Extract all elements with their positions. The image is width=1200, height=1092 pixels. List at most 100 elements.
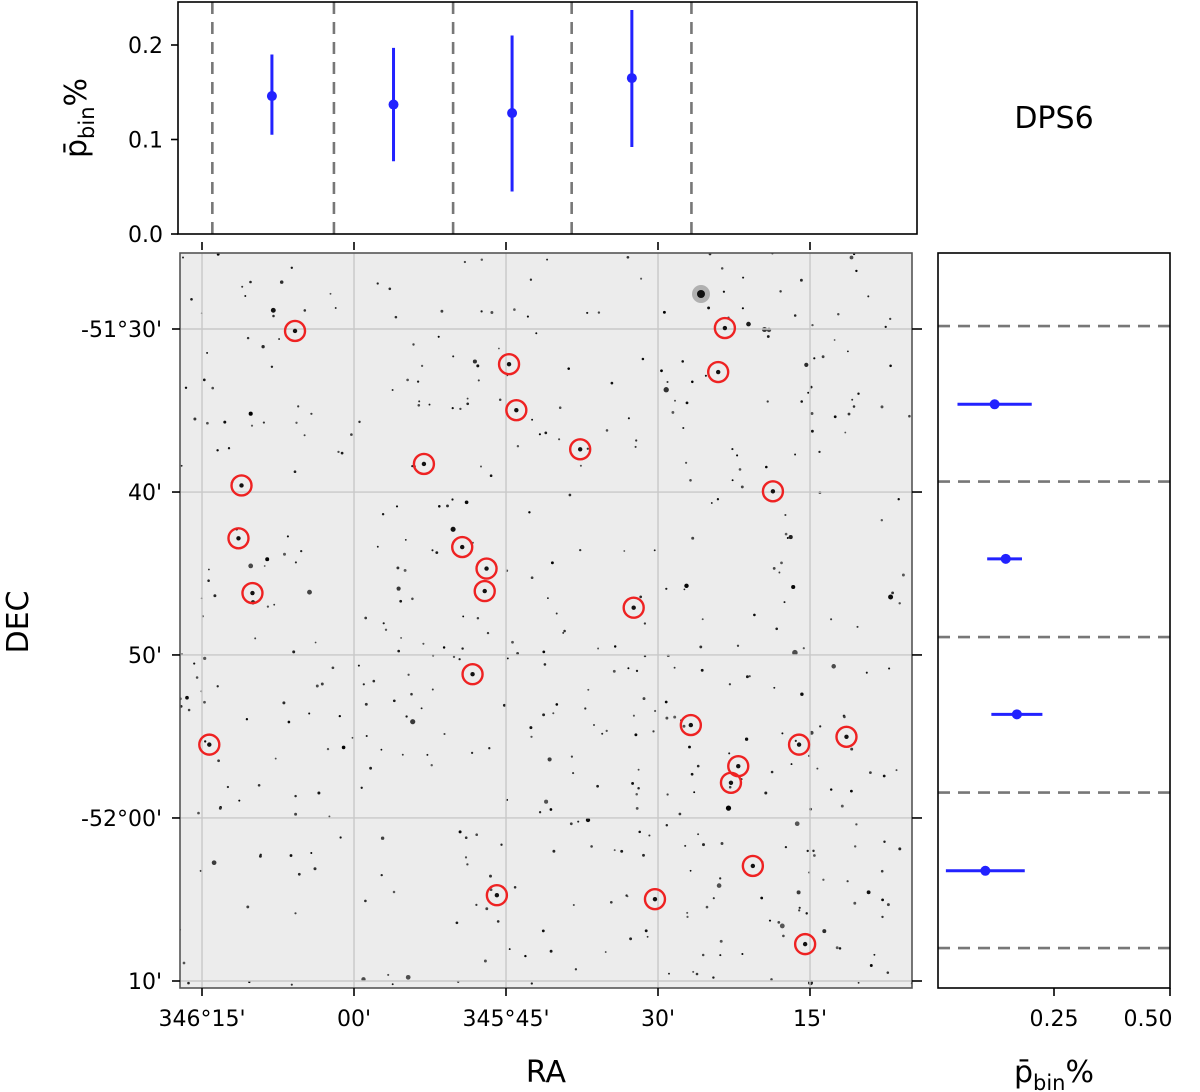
field-star xyxy=(593,724,595,726)
field-star xyxy=(270,365,274,368)
top-bin-lines xyxy=(211,2,693,234)
field-star xyxy=(779,290,782,293)
field-star xyxy=(640,277,643,280)
field-star xyxy=(865,671,868,674)
field-star xyxy=(784,845,788,849)
field-star xyxy=(530,735,533,738)
field-star xyxy=(637,768,640,771)
field-star xyxy=(635,792,638,796)
field-star xyxy=(485,907,489,911)
field-star xyxy=(185,695,189,700)
field-star xyxy=(538,433,541,436)
field-star xyxy=(476,364,480,368)
field-star xyxy=(635,807,639,810)
field-star xyxy=(856,625,859,628)
field-star xyxy=(364,899,367,903)
field-star xyxy=(644,929,648,933)
field-star xyxy=(461,647,464,650)
right-point-0 xyxy=(989,399,1000,410)
circled-star-core-3 xyxy=(577,447,583,452)
field-star xyxy=(238,799,241,802)
field-star xyxy=(303,434,306,437)
field-star xyxy=(420,707,423,710)
field-star xyxy=(364,616,368,620)
field-star xyxy=(850,747,854,751)
field-star xyxy=(552,712,555,715)
circled-star-core-15 xyxy=(770,489,776,494)
field-star xyxy=(558,406,562,409)
field-star xyxy=(681,360,684,363)
field-star xyxy=(405,715,408,718)
field-star xyxy=(654,709,657,713)
field-star xyxy=(506,657,509,660)
field-star xyxy=(813,357,816,360)
sky-ytick-label-2: 50' xyxy=(128,644,162,669)
field-star xyxy=(807,391,810,394)
field-star xyxy=(477,379,480,382)
field-star xyxy=(483,959,487,963)
circled-star-5 xyxy=(230,474,253,497)
circled-star-24 xyxy=(485,884,509,907)
field-star xyxy=(204,740,207,743)
field-star xyxy=(634,733,638,737)
field-star xyxy=(712,897,715,900)
field-star xyxy=(728,683,732,686)
field-star xyxy=(678,812,682,816)
field-star xyxy=(572,772,575,775)
top-point-1 xyxy=(388,99,399,110)
field-star xyxy=(668,972,670,975)
field-star xyxy=(673,666,676,669)
field-star xyxy=(857,981,860,984)
field-star xyxy=(822,929,827,934)
field-star xyxy=(784,532,788,536)
field-star xyxy=(262,421,265,424)
field-star xyxy=(211,860,217,866)
field-star xyxy=(888,667,891,670)
circled-star-core-25 xyxy=(802,941,808,947)
field-star xyxy=(855,269,858,273)
field-star xyxy=(223,420,227,424)
field-star xyxy=(728,752,731,755)
top-ytick-label-0: 0.0 xyxy=(128,223,163,248)
field-star xyxy=(605,429,609,432)
field-star xyxy=(716,498,720,501)
field-star xyxy=(315,684,319,688)
field-star xyxy=(590,845,593,848)
field-star xyxy=(303,309,307,312)
field-star xyxy=(881,898,884,902)
field-star xyxy=(466,402,470,406)
field-star xyxy=(489,874,492,878)
field-star xyxy=(206,351,209,354)
field-star xyxy=(396,586,401,591)
field-star xyxy=(635,439,638,442)
field-star xyxy=(587,688,590,691)
field-star xyxy=(294,794,297,798)
field-star xyxy=(720,267,724,270)
right-x-axis-label: p̄bin% xyxy=(1014,1055,1094,1092)
field-star xyxy=(278,338,281,340)
field-star xyxy=(646,935,649,938)
field-star xyxy=(254,637,257,640)
field-star xyxy=(450,526,456,532)
circled-star-10 xyxy=(473,579,496,603)
field-star xyxy=(451,407,454,410)
right-point-3 xyxy=(980,865,991,876)
field-star xyxy=(579,548,582,552)
field-star xyxy=(664,700,668,704)
field-star xyxy=(266,605,270,608)
field-star xyxy=(693,791,696,794)
field-star xyxy=(442,646,446,649)
field-star xyxy=(846,880,849,883)
field-star xyxy=(549,808,553,811)
field-star xyxy=(397,649,401,653)
field-star xyxy=(384,628,388,631)
field-star xyxy=(813,854,816,857)
field-star xyxy=(684,583,689,589)
field-star xyxy=(786,536,789,540)
field-star xyxy=(516,651,520,655)
circled-star-core-16 xyxy=(688,722,694,728)
field-star xyxy=(498,398,502,401)
field-star xyxy=(790,763,793,766)
field-star xyxy=(794,453,797,456)
